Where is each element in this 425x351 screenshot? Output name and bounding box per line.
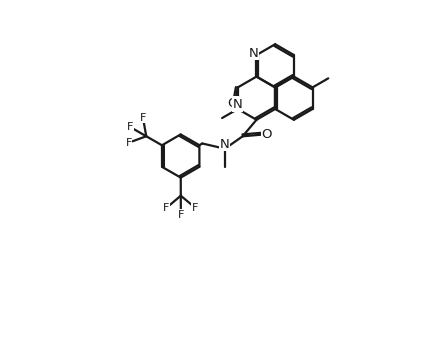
Text: F: F bbox=[127, 122, 133, 132]
Text: F: F bbox=[192, 203, 198, 213]
Text: F: F bbox=[163, 203, 170, 213]
Text: N: N bbox=[219, 138, 229, 151]
Text: N: N bbox=[233, 98, 243, 111]
Text: O: O bbox=[227, 97, 238, 110]
Text: F: F bbox=[178, 210, 184, 219]
Text: N: N bbox=[249, 47, 258, 60]
Text: F: F bbox=[125, 138, 132, 148]
Text: O: O bbox=[262, 127, 272, 140]
Text: F: F bbox=[140, 113, 146, 123]
